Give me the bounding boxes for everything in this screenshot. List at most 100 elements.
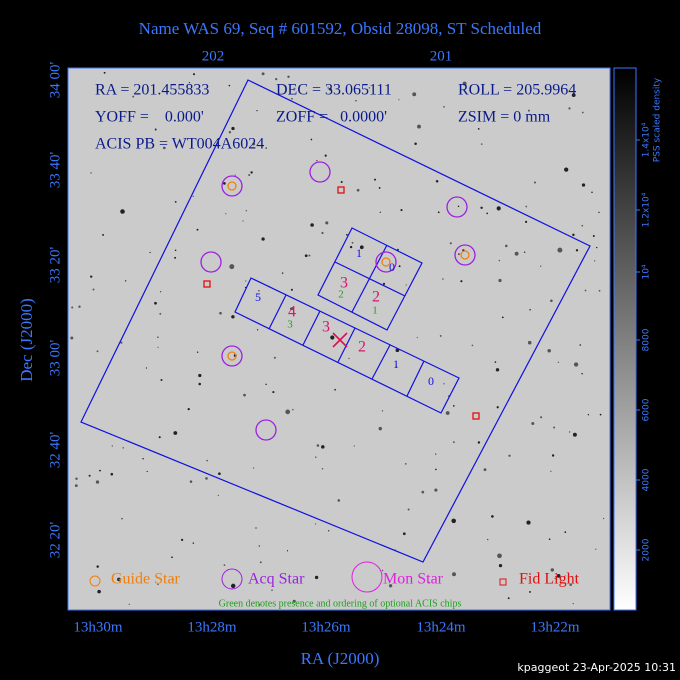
star-dot — [273, 356, 276, 359]
star-dot — [162, 146, 166, 150]
star-dot — [248, 173, 251, 177]
colorbar-ticks: 2000 4000 6000 8000 10⁴ 1.2x10⁴ 1.4x10⁴ — [636, 122, 652, 561]
star-dot — [286, 550, 289, 552]
star-dot — [505, 244, 508, 248]
star-dot — [592, 234, 595, 238]
chip-label: 2 — [372, 289, 380, 306]
left-tick-label: 33 20' — [47, 246, 63, 283]
colorbar-label: PSS scaled density — [653, 77, 663, 162]
star-dot — [442, 278, 444, 280]
star-dot — [434, 488, 438, 492]
info-acis: ACIS PB = WT004A6024 — [95, 136, 264, 153]
star-dot — [480, 206, 483, 210]
star-dot — [259, 561, 262, 564]
star-dot — [507, 597, 510, 600]
star-dot — [379, 211, 381, 213]
star-dot — [498, 278, 502, 283]
star-dot — [526, 520, 531, 525]
fid-light — [337, 186, 345, 194]
star-dot — [557, 361, 560, 363]
star-dot — [321, 231, 324, 235]
star-dot — [602, 517, 605, 520]
plot-frame — [67, 67, 611, 611]
star-dot — [321, 445, 325, 449]
colorbar-tick-label: 2000 — [642, 538, 652, 561]
optional-chip-label: 1 — [372, 305, 378, 317]
star-dot — [157, 346, 159, 348]
info-yoff: YOFF = 0.000' — [95, 109, 204, 126]
star-dot — [434, 453, 437, 455]
star-dot — [550, 299, 553, 303]
star-dot — [486, 212, 489, 215]
star-dot — [437, 211, 440, 214]
star-dot — [547, 349, 551, 353]
star-dot — [395, 365, 397, 367]
star-dot — [398, 99, 400, 101]
star-dot — [188, 82, 190, 84]
info-zoff: ZOFF = 0.0000' — [276, 109, 387, 126]
star-dot — [531, 422, 535, 425]
star-dot — [598, 211, 600, 214]
star-dot — [575, 249, 579, 252]
star-dot — [314, 575, 319, 580]
star-dot — [495, 368, 500, 372]
star-dot — [159, 312, 162, 315]
star-dot — [581, 373, 583, 375]
field-of-view — [80, 79, 591, 563]
star-dot — [551, 454, 555, 457]
info-roll: ROLL = 205.9964 — [458, 82, 576, 99]
star-dot — [564, 167, 569, 172]
star-dot — [192, 542, 195, 544]
legend-acq-symbol — [221, 568, 243, 590]
star-dot — [250, 171, 253, 174]
star-dot — [171, 578, 174, 581]
star-dot — [324, 154, 327, 157]
star-dot — [90, 172, 92, 174]
star-dot — [439, 334, 442, 337]
star-dot — [550, 568, 554, 572]
star-dot — [121, 518, 123, 520]
star-dot — [529, 308, 531, 311]
star-dot — [102, 233, 105, 236]
chip-label: 5 — [255, 290, 261, 304]
star-dot — [256, 109, 258, 112]
star-dot — [174, 256, 177, 259]
chip-label: 3 — [322, 319, 330, 336]
legend-fid-symbol — [499, 578, 507, 586]
star-dot — [187, 407, 190, 411]
star-dot — [291, 97, 293, 100]
acq-star — [309, 161, 331, 183]
i-array — [317, 227, 423, 331]
star-dot — [225, 213, 227, 215]
star-dot — [398, 265, 401, 268]
star-dot — [291, 307, 295, 310]
info-dec: DEC = 33.065111 — [276, 82, 392, 99]
star-dot — [554, 577, 556, 580]
colorbar-tick-label: 8000 — [642, 328, 652, 351]
star-dot — [497, 553, 502, 559]
star-dot — [99, 469, 101, 472]
star-dot — [287, 75, 290, 79]
star-dot — [405, 284, 407, 286]
star-dot — [321, 467, 324, 470]
star-dot — [457, 205, 460, 208]
star-dot — [120, 341, 123, 344]
star-dot — [96, 565, 99, 568]
star-dot — [294, 88, 296, 90]
star-dot — [223, 564, 226, 566]
star-dot — [198, 382, 201, 386]
star-dot — [261, 237, 265, 241]
star-dot — [501, 316, 504, 319]
star-dot — [584, 289, 587, 292]
colorbar-tick-label: 4000 — [642, 468, 652, 491]
star-dot — [74, 484, 78, 487]
star-dot — [414, 142, 417, 146]
star-dot — [452, 572, 456, 577]
legend-label: Acq Star — [248, 571, 305, 588]
star-dot — [124, 280, 127, 282]
star-dot — [596, 246, 598, 249]
star-dot — [529, 590, 531, 593]
star-dot — [477, 128, 480, 130]
star-dot — [548, 538, 551, 541]
star-dot — [245, 210, 247, 212]
